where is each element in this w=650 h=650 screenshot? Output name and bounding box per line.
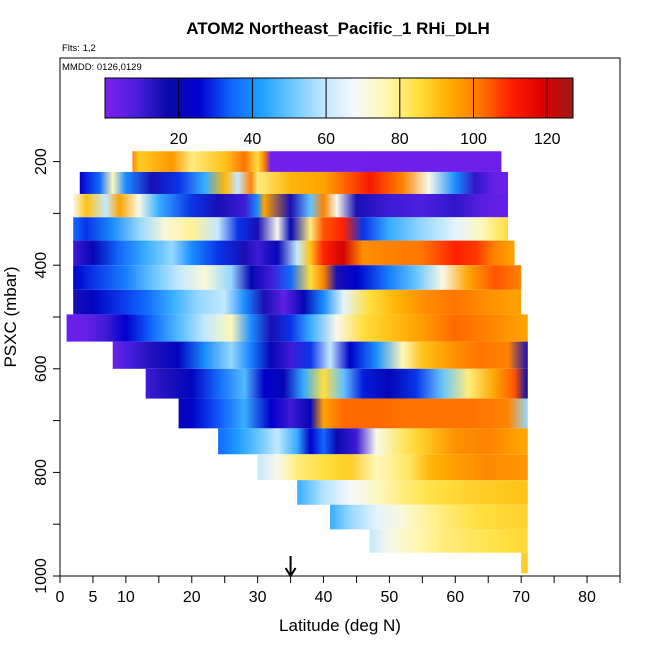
x-tick-label: 5 bbox=[88, 589, 97, 606]
flights-label: Flts: 1,2 bbox=[62, 43, 96, 54]
x-axis: 0 5 10 20 30 40 50 60 70 80 bbox=[56, 575, 621, 606]
y-axis-label: PSXC (mbar) bbox=[1, 266, 20, 367]
x-tick-label: 10 bbox=[117, 589, 135, 606]
y-tick-label: 200 bbox=[33, 148, 50, 175]
x-tick-label: 60 bbox=[446, 589, 464, 606]
heatmap-layer bbox=[66, 151, 528, 574]
heatmap-band bbox=[330, 504, 528, 530]
colorbar-tick-label: 20 bbox=[170, 131, 188, 148]
heatmap-band bbox=[66, 314, 528, 342]
x-tick-label: 70 bbox=[512, 589, 530, 606]
heatmap-band bbox=[73, 217, 509, 241]
x-tick-label: 0 bbox=[56, 589, 65, 606]
colorbar-ticks: 20 40 60 80 100 120 bbox=[170, 78, 561, 148]
heatmap-band bbox=[132, 151, 502, 172]
heatmap-band bbox=[145, 368, 528, 399]
y-tick-label: 600 bbox=[33, 355, 50, 382]
colorbar: 20 40 60 80 100 120 bbox=[104, 77, 574, 148]
y-tick-label: 800 bbox=[33, 459, 50, 486]
arrow-head bbox=[284, 567, 297, 578]
y-axis: 200 400 600 800 1000 bbox=[33, 148, 60, 594]
x-tick-label: 50 bbox=[381, 589, 399, 606]
heatmap-band bbox=[369, 529, 528, 553]
heatmap-band bbox=[112, 341, 528, 369]
heatmap-band bbox=[521, 552, 528, 574]
colorbar-tick-label: 100 bbox=[460, 131, 487, 148]
heatmap-band bbox=[73, 240, 515, 266]
chart-title: ATOM2 Northeast_Pacific_1 RHi_DLH bbox=[186, 19, 490, 38]
x-axis-label: Latitude (deg N) bbox=[279, 616, 401, 635]
colorbar-gradient bbox=[104, 77, 574, 119]
heatmap-band bbox=[297, 480, 528, 505]
heatmap-band bbox=[257, 454, 528, 481]
colorbar-tick-label: 60 bbox=[317, 131, 335, 148]
heatmap-band bbox=[79, 171, 508, 194]
heatmap-band bbox=[218, 428, 528, 455]
heatmap-band bbox=[73, 289, 522, 315]
y-tick-label: 400 bbox=[33, 252, 50, 279]
x-tick-label: 80 bbox=[578, 589, 596, 606]
colorbar-tick-label: 40 bbox=[244, 131, 262, 148]
colorbar-tick-label: 120 bbox=[534, 131, 561, 148]
x-tick-label: 40 bbox=[315, 589, 333, 606]
x-tick-label: 20 bbox=[183, 589, 201, 606]
dates-label: MMDD: 0126,0129 bbox=[62, 62, 142, 73]
arrow-marker bbox=[284, 556, 297, 578]
y-tick-label: 1000 bbox=[33, 558, 50, 594]
heatmap-band bbox=[178, 398, 528, 429]
colorbar-tick-label: 80 bbox=[391, 131, 409, 148]
heatmap-band bbox=[73, 265, 522, 290]
heatmap-band bbox=[73, 193, 509, 218]
x-tick-label: 30 bbox=[249, 589, 267, 606]
